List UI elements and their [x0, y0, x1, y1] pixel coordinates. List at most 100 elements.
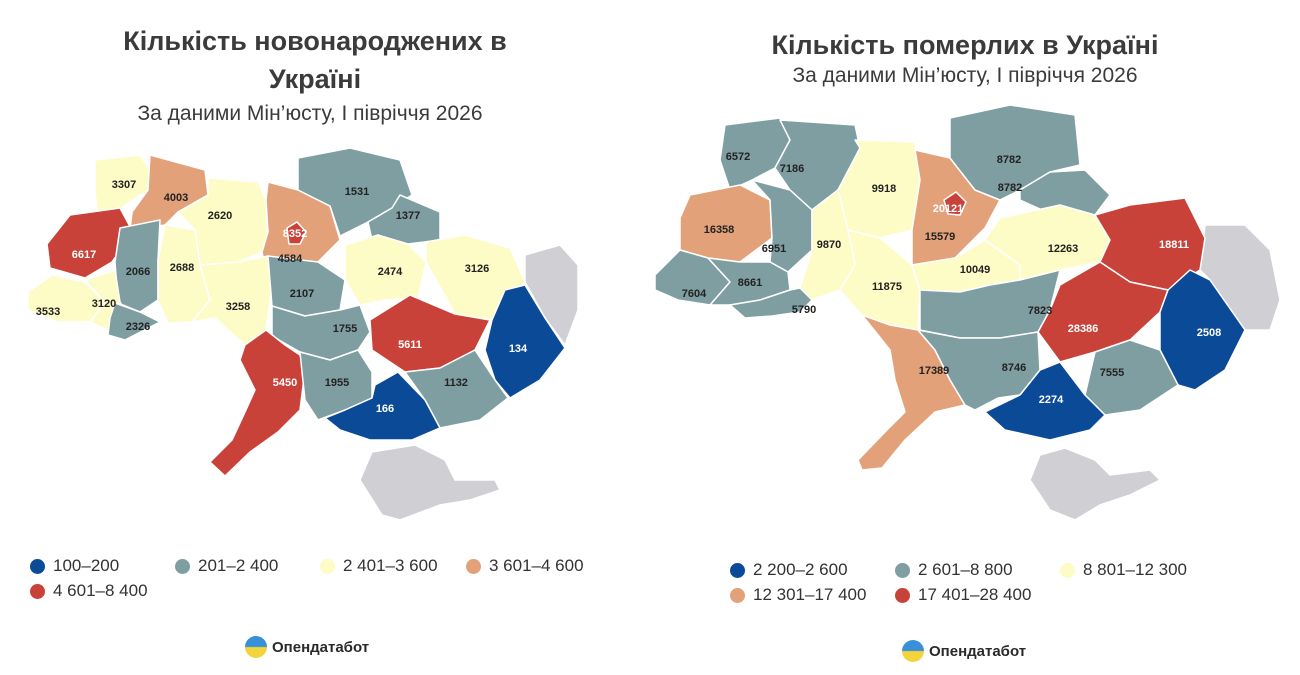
region-value-ivano-frankivsk: 8661	[738, 277, 762, 289]
region-chernivtsi	[729, 287, 813, 319]
legend-item: 3 601–4 600	[466, 556, 584, 576]
region-cherkasy	[267, 255, 346, 317]
legend-swatch	[466, 558, 481, 574]
legend-item: 2 401–3 600	[320, 556, 438, 576]
legend-label: 2 601–8 800	[918, 560, 1013, 579]
region-value-ternopil: 6951	[762, 243, 786, 255]
region-mykolaiv	[917, 329, 1041, 411]
region-poltava	[984, 204, 1111, 281]
legend-swatch	[895, 562, 910, 578]
legend-label: 201–2 400	[198, 556, 279, 575]
region-value-rivne: 7186	[780, 163, 804, 175]
region-value-kharkiv: 18811	[1159, 239, 1189, 251]
legend-label: 100–200	[53, 556, 120, 575]
region-value-mykolaiv: 1955	[325, 377, 349, 389]
legend-swatch	[30, 558, 45, 574]
region-value-volyn: 6572	[726, 151, 750, 163]
region-value-donetsk: 2508	[1197, 327, 1221, 339]
region-odesa	[209, 329, 306, 477]
legend-item: 4 601–8 400	[30, 581, 148, 601]
region-chernivtsi	[107, 302, 161, 341]
region-value-kirovohrad: 1755	[333, 323, 357, 335]
region-value-poltava: 2474	[378, 266, 403, 278]
region-value-chernivtsi: 5790	[792, 304, 816, 316]
region-luhansk	[1199, 224, 1281, 331]
map-subtitle: За даними Мін’юсту, І півріччя 2026	[137, 102, 483, 125]
legend-item: 100–200	[30, 556, 119, 576]
region-value-ivano-frankivsk: 3120	[92, 298, 116, 310]
region-value-kyiv-oblast: 15579	[925, 231, 956, 243]
legend-swatch	[320, 558, 335, 574]
legend-label: 8 801–12 300	[1083, 560, 1187, 579]
region-value-kharkiv: 3126	[465, 263, 489, 275]
region-value-lviv: 16358	[704, 224, 735, 236]
legend-swatch	[1060, 562, 1075, 578]
region-value-kirovohrad: 7823	[1028, 305, 1052, 317]
region-value-zakarpattia: 7604	[682, 288, 707, 300]
brand-logo: Опендатабот	[245, 636, 369, 658]
region-value-sumy: 1377	[396, 210, 420, 222]
births-map-panel: Кількість новонароджених в Україні За да…	[27, 26, 584, 658]
brand-logo: Опендатабот	[902, 640, 1026, 662]
region-luhansk	[524, 244, 579, 346]
region-value-kherson: 2274	[1039, 394, 1064, 406]
region-kirovohrad	[271, 304, 371, 361]
legend-item: 201–2 400	[175, 556, 278, 576]
region-value-dnipropetrovsk: 28386	[1068, 323, 1099, 335]
legend-item: 12 301–17 400	[730, 585, 866, 605]
deaths-map-panel: Кількість померлих в Україні За даними М…	[650, 0, 1300, 675]
legend-swatch	[175, 558, 190, 574]
region-kyiv-city	[943, 191, 967, 216]
region-vinnytsia	[839, 229, 921, 331]
region-value-cherkasy: 10049	[960, 264, 991, 276]
legend-label: 17 401–28 400	[918, 585, 1032, 604]
map-title: Кількість новонароджених в Україні	[123, 26, 507, 94]
region-kherson	[324, 371, 441, 441]
region-value-khmelnytskyi: 2688	[170, 262, 194, 274]
legend-label: 3 601–4 600	[489, 556, 584, 575]
region-value-zhytomyr: 9918	[872, 183, 896, 195]
region-value-rivne: 4003	[164, 192, 188, 204]
legend-item: 17 401–28 400	[895, 585, 1031, 605]
legend-swatch	[30, 583, 45, 599]
opendatabot-logo-icon	[245, 636, 267, 658]
region-crimea	[359, 444, 501, 521]
legend-item: 8 801–12 300	[1060, 560, 1187, 580]
region-value-donetsk: 134	[509, 343, 528, 355]
legend-swatch	[730, 562, 745, 578]
region-crimea	[1029, 447, 1161, 521]
region-value-vinnytsia: 11875	[872, 281, 902, 293]
region-kyiv-city	[286, 221, 307, 245]
region-value-chernivtsi: 2326	[126, 321, 150, 333]
brand-name: Опендатабот	[929, 642, 1027, 660]
region-value-chernihiv: 8782	[997, 154, 1021, 166]
region-value-vinnytsia: 3258	[226, 301, 250, 313]
region-donetsk	[484, 284, 566, 399]
legend-label: 4 601–8 400	[53, 581, 148, 600]
legend-swatch	[730, 587, 745, 603]
region-value-dnipropetrovsk: 5611	[398, 339, 422, 351]
region-donetsk	[1159, 269, 1246, 391]
region-value-lviv: 6617	[72, 249, 96, 261]
region-value-mykolaiv: 8746	[1002, 362, 1026, 374]
region-value-kyiv-city: 8352	[283, 228, 307, 240]
region-value-odesa: 17389	[919, 365, 950, 377]
opendatabot-logo-icon	[902, 640, 924, 662]
region-value-sumy: 8782	[998, 182, 1022, 194]
legend-label: 2 401–3 600	[343, 556, 438, 575]
region-kherson	[984, 361, 1106, 441]
region-value-chernihiv: 1531	[345, 186, 369, 198]
legend-item: 2 200–2 600	[730, 560, 848, 580]
region-value-kyiv-oblast: 4584	[278, 253, 303, 265]
region-value-ternopil: 2066	[126, 266, 150, 278]
region-value-kherson: 166	[376, 403, 394, 415]
map-title: Кількість померлих в Україні	[771, 30, 1159, 60]
legend-label: 2 200–2 600	[753, 560, 848, 579]
legend-label: 12 301–17 400	[753, 585, 867, 604]
region-value-volyn: 3307	[112, 179, 136, 191]
region-value-cherkasy: 2107	[290, 288, 314, 300]
region-value-kyiv-city: 20121	[933, 203, 964, 215]
region-value-odesa: 5450	[273, 377, 297, 389]
region-value-zhytomyr: 2620	[208, 210, 232, 222]
region-lviv	[46, 207, 134, 279]
